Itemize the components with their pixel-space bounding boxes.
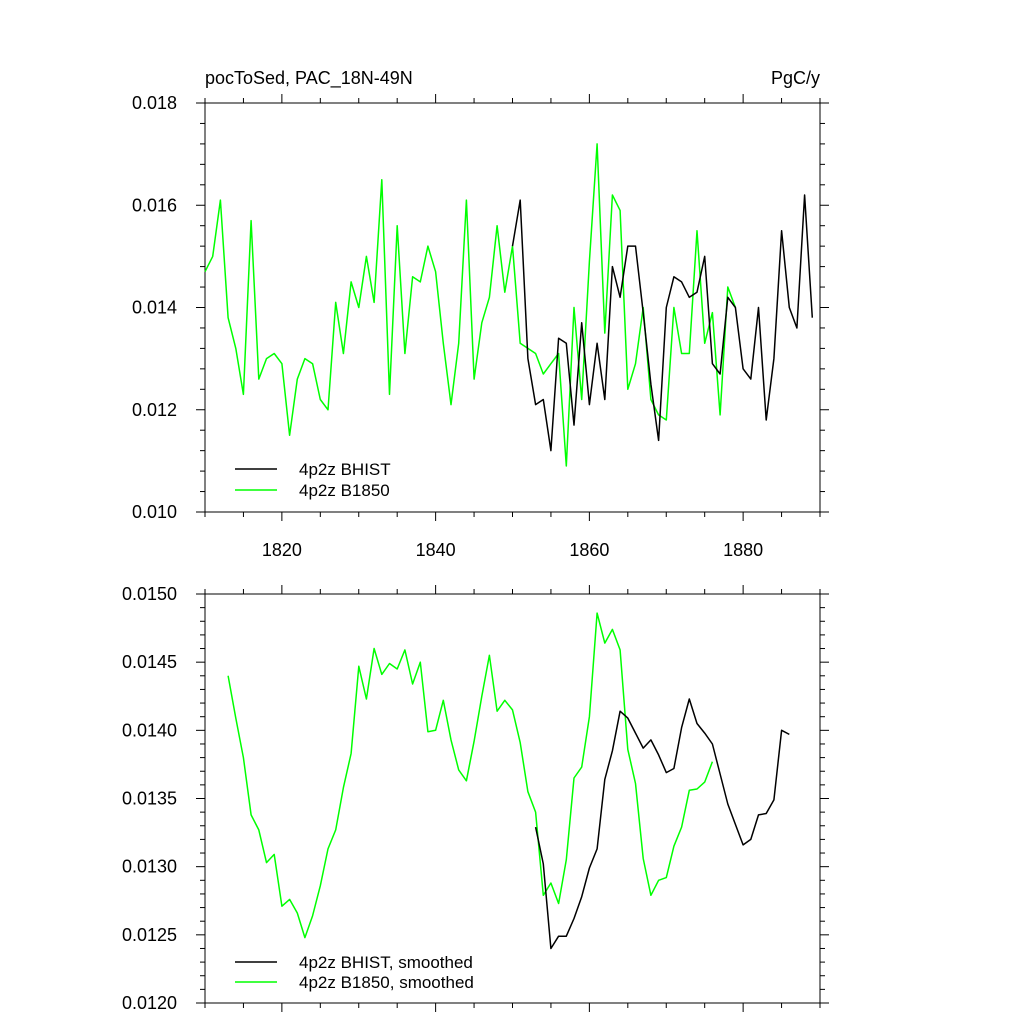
x-tick-label: 1820 [262, 540, 302, 560]
bottom-panel-plot-area: 0.0120 0.0125 0.0130 0.0135 0.0140 0.0145 0.01… [122, 584, 829, 1013]
bottom-panel: 0.0120 0.0125 0.0130 0.0135 0.0140 0.0145 0.01… [122, 584, 829, 1013]
x-tick-label: 1840 [416, 540, 456, 560]
y-tick-label: 0.010 [132, 502, 177, 522]
y-tick-label: 0.0120 [122, 993, 177, 1013]
legend-label-b1850: 4p2z B1850 [299, 481, 390, 500]
top-panel-title-left: pocToSed, PAC_18N-49N [205, 68, 413, 89]
y-tick-label: 0.018 [132, 93, 177, 113]
legend-label-b1850-smoothed: 4p2z B1850, smoothed [299, 973, 474, 992]
y-tick-label: 0.0135 [122, 789, 177, 809]
top-panel-title-right: PgC/y [771, 68, 820, 88]
y-tick-label: 0.016 [132, 195, 177, 215]
top-panel: pocToSed, PAC_18N-49N PgC/y 1820 1840 1860… [132, 68, 829, 560]
legend-label-bhist: 4p2z BHIST [299, 460, 391, 479]
x-tick-label: 1880 [723, 540, 763, 560]
top-panel-plot-area: 1820 1840 1860 1880 0.010 0.012 0.014 0.016 0.01… [132, 93, 829, 560]
series-line-bhist [511, 194, 814, 452]
y-tick-label: 0.0150 [122, 584, 177, 604]
legend-label-bhist-smoothed: 4p2z BHIST, smoothed [299, 953, 473, 972]
y-tick-label: 0.0130 [122, 857, 177, 877]
x-tick-label: 1860 [569, 540, 609, 560]
y-tick-label: 0.014 [132, 298, 177, 318]
y-tick-label: 0.0125 [122, 925, 177, 945]
top-panel-legend: 4p2z BHIST 4p2z B1850 [235, 460, 391, 500]
y-tick-label: 0.012 [132, 400, 177, 420]
bottom-panel-legend: 4p2z BHIST, smoothed 4p2z B1850, smoothe… [235, 953, 474, 992]
y-tick-label: 0.0140 [122, 720, 177, 740]
series-line-b1850 [227, 612, 714, 939]
y-tick-label: 0.0145 [122, 652, 177, 672]
series-line-bhist [534, 698, 790, 950]
